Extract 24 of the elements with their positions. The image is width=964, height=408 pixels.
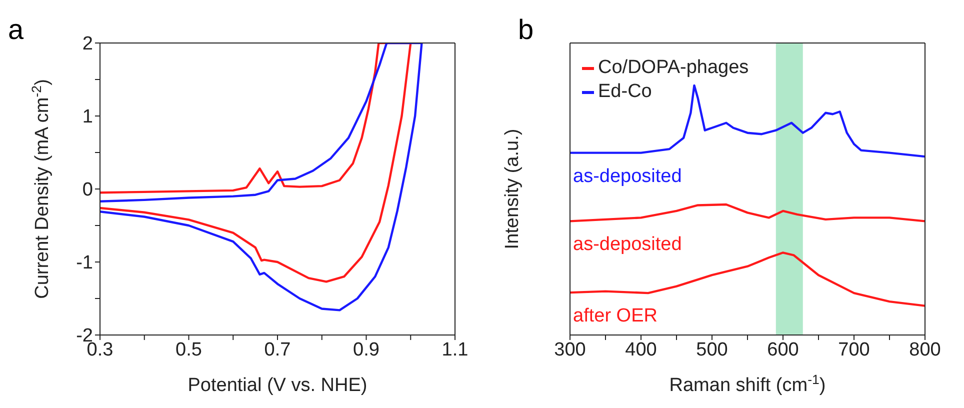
- annotation: after OER: [573, 306, 658, 327]
- y-axis-title: Intensity (a.u.): [502, 128, 523, 250]
- x-tick-label: 400: [625, 339, 657, 360]
- chart-title: b: [518, 14, 534, 46]
- y-tick-label: 2: [82, 34, 93, 55]
- x-tick-label: 300: [554, 339, 586, 360]
- x-tick-label: 0.7: [264, 339, 291, 360]
- x-axis-title: Raman shift (cm$^{-1}$): [669, 372, 826, 396]
- annotation: as-deposited: [573, 234, 682, 256]
- legend-label: Ed-Co: [598, 80, 652, 104]
- y-tick-label: -1: [76, 252, 93, 274]
- x-tick-label: 1.1: [442, 339, 468, 360]
- y-tick-label: 0: [82, 180, 93, 201]
- annotation: as-deposited: [573, 166, 682, 187]
- legend-label: Co/DOPA-phages: [598, 56, 749, 80]
- chart-title: a: [8, 14, 24, 46]
- x-tick-label: 700: [838, 339, 870, 360]
- x-tick-label: 500: [696, 339, 728, 360]
- x-axis-title: Potential (V vs. NHE): [188, 375, 368, 396]
- x-tick-label: 800: [909, 339, 941, 360]
- y-tick-label: 1: [82, 106, 93, 128]
- x-tick-label: 0.9: [353, 339, 380, 360]
- x-tick-label: 600: [767, 339, 799, 360]
- x-tick-label: 0.5: [176, 339, 202, 360]
